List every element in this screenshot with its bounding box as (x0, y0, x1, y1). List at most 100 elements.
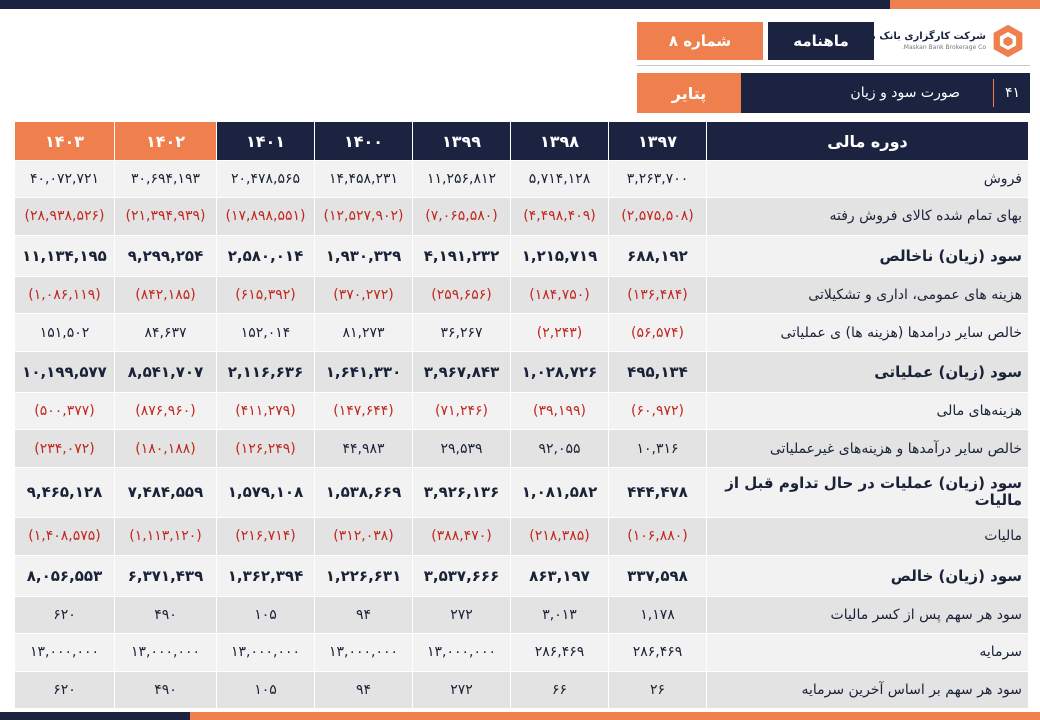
monthly-label: ماهنامه (768, 22, 874, 60)
table-row: سود (زیان) عملیات در حال تداوم قبل از ما… (14, 466, 1029, 519)
row-label: سود (زیان) خالص (706, 554, 1029, 597)
bottom-bar (0, 712, 1040, 720)
row-label: فروش (706, 159, 1029, 199)
row-label: هزینه های عمومی، اداری و تشکیلاتی (706, 276, 1029, 315)
cell-value: ۱۴,۴۵۸,۲۳۱ (314, 159, 413, 199)
cell-value: ۲۷۲ (412, 595, 511, 635)
cell-value: ۸۱,۲۷۳ (314, 313, 413, 352)
table-row: خالص سایر درامدها (هزینه ها) ی عملیاتی (۵… (14, 313, 1029, 352)
cell-value: ۱,۹۳۰,۳۲۹ (314, 234, 413, 278)
table-row: بهای تمام شده کالای فروش رفته (۲,۵۷۵,۵۰۸)… (14, 197, 1029, 236)
company-logo: شرکت کارگزاری بانک مسکن Maskan Bank Brok… (845, 20, 1030, 62)
cell-value: (۵۶,۵۷۴) (608, 313, 707, 352)
cell-value: ۲۰,۴۷۸,۵۶۵ (216, 159, 315, 199)
issue-number: شماره ۸ (637, 22, 763, 60)
cell-value: (۱۳۶,۴۸۴) (608, 276, 707, 315)
section-title-bar: پتایر صورت سود و زیان ۴۱ (637, 73, 1030, 113)
cell-value: ۱,۳۶۲,۳۹۴ (216, 554, 315, 597)
cell-value: ۴۹۵,۱۳۴ (608, 350, 707, 394)
cell-value: ۳۰,۶۹۴,۱۹۳ (114, 159, 217, 199)
row-label: سود هر سهم پس از کسر مالیات (706, 595, 1029, 635)
cell-value: (۴۱۱,۲۷۹) (216, 392, 315, 431)
table-row: سود (زیان) خالص ۳۳۷,۵۹۸ ۸۶۳,۱۹۷ ۳,۵۳۷,۶۶۶ ۱,… (14, 554, 1029, 597)
bottom-bar-accent (190, 712, 1040, 720)
cell-value: (۱۷,۸۹۸,۵۵۱) (216, 197, 315, 236)
cell-value: (۲,۵۷۵,۵۰۸) (608, 197, 707, 236)
cell-value: (۲,۲۴۳) (510, 313, 609, 352)
cell-value: (۱۰۶,۸۸۰) (608, 517, 707, 556)
cell-value: ۱,۲۲۶,۶۳۱ (314, 554, 413, 597)
cell-value: ۱۳,۰۰۰,۰۰۰ (114, 633, 217, 672)
cell-value: (۲۳۴,۰۷۲) (14, 429, 115, 468)
row-label: هزینه‌های مالی (706, 392, 1029, 431)
table-row: فروش ۳,۲۶۳,۷۰۰ ۵,۷۱۴,۱۲۸ ۱۱,۲۵۶,۸۱۲ ۱۴,۴۵۸,۲… (14, 159, 1029, 199)
table-row: سود هر سهم بر اساس آخرین سرمایه ۲۶ ۶۶ ۲۷۲ ۹۴… (14, 670, 1029, 710)
cell-value: ۱,۵۳۸,۶۶۹ (314, 466, 413, 519)
year-header: ۱۴۰۱ (216, 121, 315, 161)
cell-value: ۳,۵۳۷,۶۶۶ (412, 554, 511, 597)
row-label: خالص سایر درامدها (هزینه ها) ی عملیاتی (706, 313, 1029, 352)
company-name-block: شرکت کارگزاری بانک مسکن Maskan Bank Brok… (845, 31, 986, 51)
cell-value: ۵,۷۱۴,۱۲۸ (510, 159, 609, 199)
cell-value: (۶۱۵,۳۹۲) (216, 276, 315, 315)
cell-value: ۷,۴۸۴,۵۵۹ (114, 466, 217, 519)
cell-value: ۱,۶۴۱,۳۳۰ (314, 350, 413, 394)
cell-value: ۴۴۴,۴۷۸ (608, 466, 707, 519)
period-header: دوره مالی (706, 121, 1029, 161)
cell-value: ۲۸۶,۴۶۹ (608, 633, 707, 672)
table-row: خالص سایر درآمدها و هزینه‌های غیرعملیاتی… (14, 429, 1029, 468)
cell-value: (۸۷۶,۹۶۰) (114, 392, 217, 431)
cell-value: ۹۴ (314, 670, 413, 710)
cell-value: ۴۴,۹۸۳ (314, 429, 413, 468)
cell-value: ۹,۴۶۵,۱۲۸ (14, 466, 115, 519)
cell-value: (۴,۴۹۸,۴۰۹) (510, 197, 609, 236)
cell-value: ۱,۰۲۸,۷۲۶ (510, 350, 609, 394)
cell-value: (۷,۰۶۵,۵۸۰) (412, 197, 511, 236)
cell-value: (۱۴۷,۶۴۴) (314, 392, 413, 431)
cell-value: (۳۷۰,۲۷۲) (314, 276, 413, 315)
page-number: ۴۱ (1004, 85, 1020, 101)
cell-value: (۱,۴۰۸,۵۷۵) (14, 517, 115, 556)
table-row: سود هر سهم پس از کسر مالیات ۱,۱۷۸ ۳,۰۱۳ ۲۷۲… (14, 595, 1029, 635)
cell-value: ۳,۹۶۷,۸۴۳ (412, 350, 511, 394)
header-divider (637, 65, 1030, 66)
cell-value: ۳,۹۲۶,۱۳۶ (412, 466, 511, 519)
cell-value: ۸۶۳,۱۹۷ (510, 554, 609, 597)
cell-value: (۳۹,۱۹۹) (510, 392, 609, 431)
cell-value: (۶۰,۹۷۲) (608, 392, 707, 431)
cell-value: ۳۳۷,۵۹۸ (608, 554, 707, 597)
cell-value: ۳,۲۶۳,۷۰۰ (608, 159, 707, 199)
row-label: خالص سایر درآمدها و هزینه‌های غیرعملیاتی (706, 429, 1029, 468)
cell-value: ۶۲۰ (14, 670, 115, 710)
table-row: سرمایه ۲۸۶,۴۶۹ ۲۸۶,۴۶۹ ۱۳,۰۰۰,۰۰۰ ۱۳,۰۰۰,۰۰۰… (14, 633, 1029, 672)
cell-value: ۲۹,۵۳۹ (412, 429, 511, 468)
cell-value: ۱۵۲,۰۱۴ (216, 313, 315, 352)
top-bar-accent (890, 0, 1040, 9)
row-label: بهای تمام شده کالای فروش رفته (706, 197, 1029, 236)
cell-value: ۲,۵۸۰,۰۱۴ (216, 234, 315, 278)
row-label: سود (زیان) عملیاتی (706, 350, 1029, 394)
cell-value: (۳۸۸,۴۷۰) (412, 517, 511, 556)
cell-value: (۱۲,۵۲۷,۹۰۲) (314, 197, 413, 236)
cell-value: ۴,۱۹۱,۲۳۲ (412, 234, 511, 278)
cell-value: (۲۸,۹۳۸,۵۲۶) (14, 197, 115, 236)
stock-symbol: پتایر (637, 73, 741, 113)
cell-value: ۱۵۱,۵۰۲ (14, 313, 115, 352)
cell-value: ۲۶ (608, 670, 707, 710)
cell-value: ۱,۲۱۵,۷۱۹ (510, 234, 609, 278)
cell-value: ۴۹۰ (114, 595, 217, 635)
table-header-row: دوره مالی ۱۳۹۷ ۱۳۹۸ ۱۳۹۹ ۱۴۰۰ ۱۴۰۱ ۱۴۰۲ … (14, 121, 1029, 161)
cell-value: ۶۲۰ (14, 595, 115, 635)
table-body: فروش ۳,۲۶۳,۷۰۰ ۵,۷۱۴,۱۲۸ ۱۱,۲۵۶,۸۱۲ ۱۴,۴۵۸,۲… (14, 159, 1029, 710)
cell-value: (۱,۱۱۳,۱۲۰) (114, 517, 217, 556)
cell-value: ۸,۰۵۶,۵۵۳ (14, 554, 115, 597)
cell-value: (۵۰۰,۳۷۷) (14, 392, 115, 431)
cell-value: (۱,۰۸۶,۱۱۹) (14, 276, 115, 315)
row-label: سرمایه (706, 633, 1029, 672)
cell-value: ۱,۰۸۱,۵۸۲ (510, 466, 609, 519)
cell-value: ۱,۱۷۸ (608, 595, 707, 635)
cell-value: ۶,۳۷۱,۴۳۹ (114, 554, 217, 597)
cell-value: ۲۷۲ (412, 670, 511, 710)
cell-value: ۹۴ (314, 595, 413, 635)
cell-value: (۱۲۶,۲۴۹) (216, 429, 315, 468)
